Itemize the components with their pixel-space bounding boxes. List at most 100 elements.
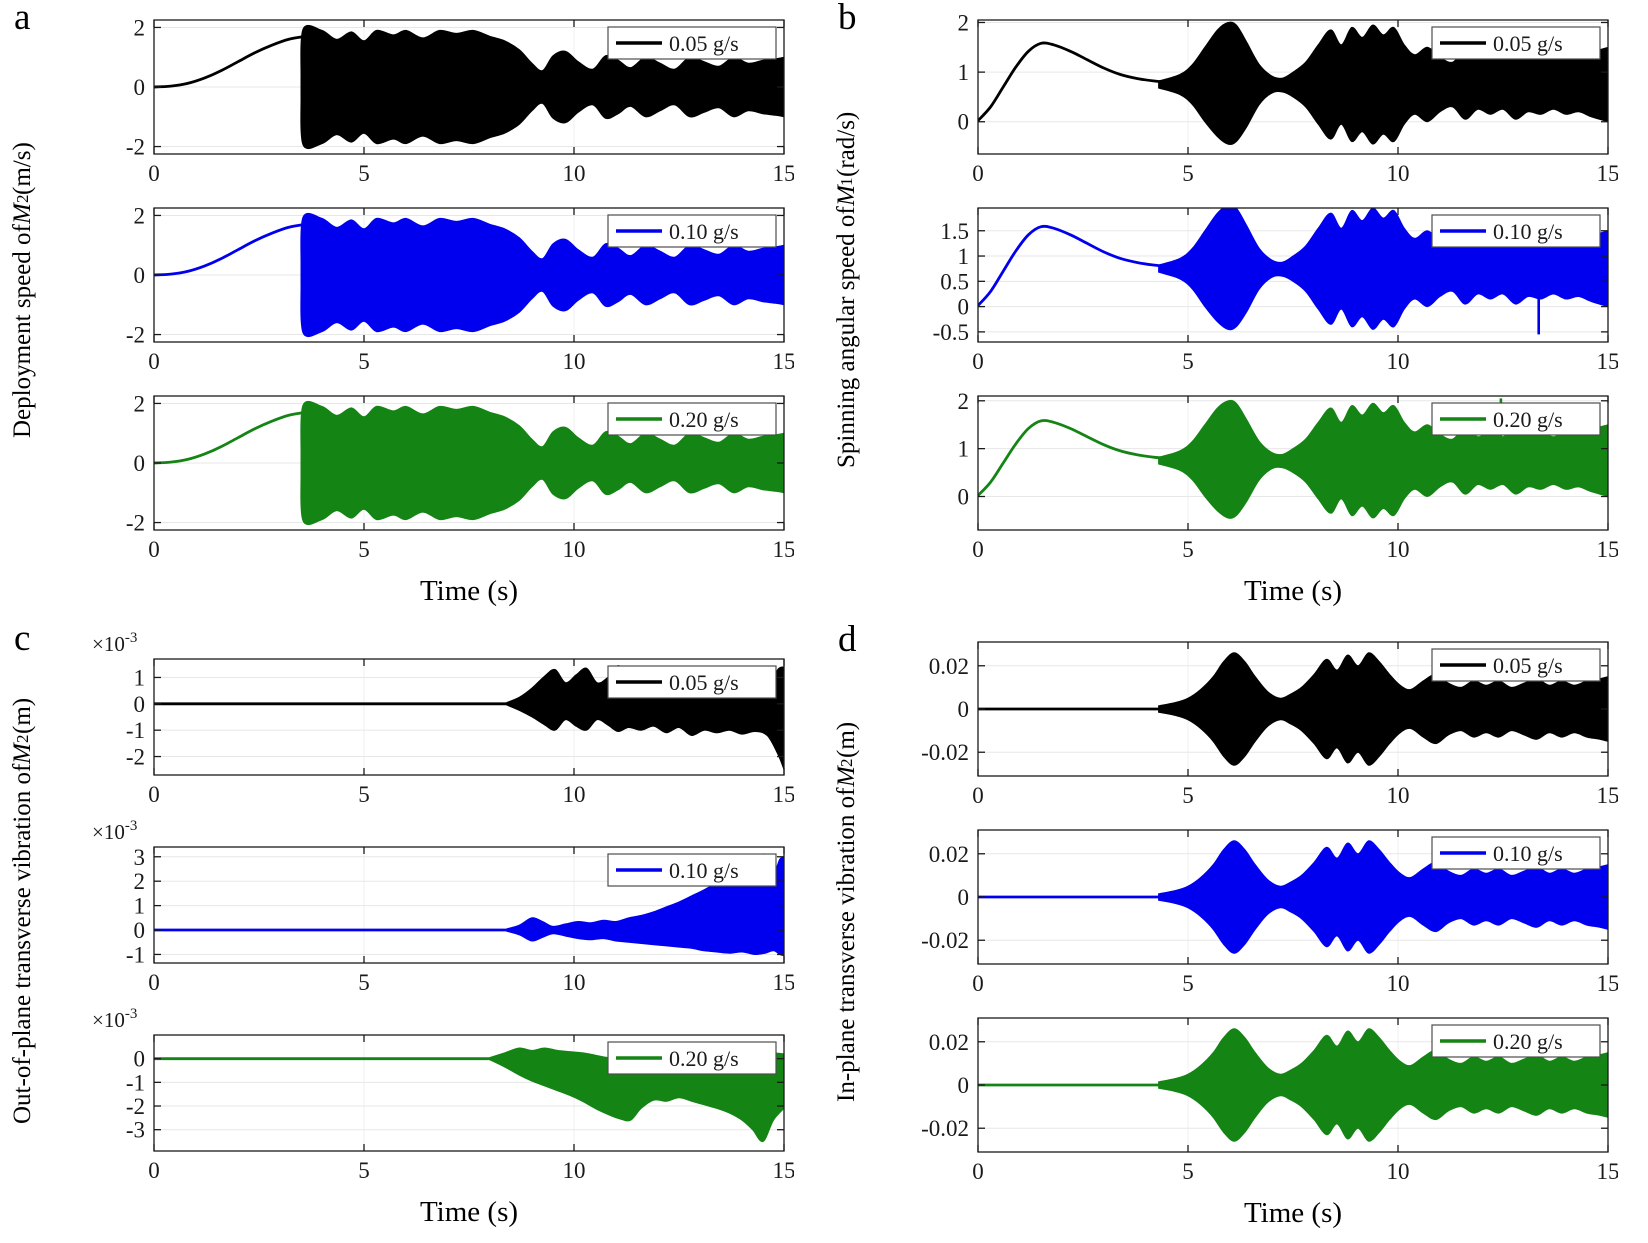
svg-text:15: 15 — [1597, 1159, 1619, 1184]
svg-text:0.02: 0.02 — [929, 654, 969, 679]
svg-text:-0.02: -0.02 — [921, 740, 969, 765]
svg-text:0: 0 — [134, 451, 146, 476]
svg-text:15: 15 — [773, 970, 795, 995]
svg-text:5: 5 — [358, 349, 370, 374]
panel-c: c Out-of-plane transverse vibration of M… — [0, 618, 824, 1242]
svg-text:-0.02: -0.02 — [921, 1116, 969, 1141]
legend-a1: 0.05 g/s — [607, 26, 777, 60]
legend-label: 0.20 g/s — [1493, 1029, 1563, 1054]
legend-b1: 0.05 g/s — [1431, 26, 1601, 60]
legend-c1: 0.05 g/s — [607, 665, 777, 699]
svg-text:0: 0 — [134, 1047, 146, 1072]
svg-text:15: 15 — [773, 161, 795, 186]
subplot-b3: 0 5 10 15 0 1 2 0.20 g/s — [958, 389, 1619, 562]
svg-text:-2: -2 — [126, 323, 145, 348]
legend-c3: 0.20 g/s — [607, 1041, 777, 1075]
svg-text:0: 0 — [148, 537, 160, 562]
svg-text:10: 10 — [1387, 783, 1410, 808]
subplot-stack-a: 0 5 10 15 -2 0 2 0.05 g/s 0 5 10 15 -2 0 2 0.10 g/s 0 5 10… — [58, 8, 794, 572]
svg-text:2: 2 — [134, 391, 146, 416]
svg-text:5: 5 — [358, 970, 370, 995]
svg-text:5: 5 — [358, 782, 370, 807]
series-010gs — [978, 208, 1608, 335]
legend-label: 0.05 g/s — [669, 31, 739, 56]
svg-text:15: 15 — [773, 1158, 795, 1183]
svg-text:0: 0 — [958, 295, 970, 320]
legend-label: 0.10 g/s — [669, 219, 739, 244]
svg-text:-3: -3 — [126, 1118, 145, 1143]
legend-label: 0.10 g/s — [1493, 219, 1563, 244]
svg-text:-0.5: -0.5 — [933, 320, 969, 345]
svg-text:2: 2 — [958, 10, 970, 35]
svg-text:5: 5 — [1182, 971, 1194, 996]
svg-text:10: 10 — [563, 1158, 586, 1183]
legend-label: 0.20 g/s — [669, 407, 739, 432]
legend-a3: 0.20 g/s — [607, 402, 777, 436]
svg-text:-0.02: -0.02 — [921, 928, 969, 953]
svg-text:5: 5 — [1182, 349, 1194, 374]
svg-text:-1: -1 — [126, 718, 145, 743]
svg-text:0: 0 — [972, 1159, 984, 1184]
legend-label: 0.20 g/s — [1493, 407, 1563, 432]
svg-text:0: 0 — [958, 1073, 970, 1098]
legend-a2: 0.10 g/s — [607, 214, 777, 248]
svg-text:0: 0 — [148, 349, 160, 374]
svg-text:2: 2 — [134, 203, 146, 228]
legend-c2: 0.10 g/s — [607, 853, 777, 887]
svg-text:0.02: 0.02 — [929, 1030, 969, 1055]
axis-multiplier-label: ×10-3 — [92, 818, 137, 844]
svg-text:-1: -1 — [126, 1070, 145, 1095]
svg-text:10: 10 — [1387, 161, 1410, 186]
svg-text:5: 5 — [1182, 783, 1194, 808]
series-005gs — [978, 21, 1608, 145]
legend-label: 0.20 g/s — [669, 1046, 739, 1071]
svg-text:0.02: 0.02 — [929, 842, 969, 867]
svg-text:0: 0 — [148, 782, 160, 807]
legend-label: 0.05 g/s — [1493, 31, 1563, 56]
svg-text:5: 5 — [1182, 161, 1194, 186]
series-005gs — [978, 652, 1608, 766]
x-axis-label-d: Time (s) — [1243, 1197, 1343, 1229]
svg-text:15: 15 — [1597, 349, 1619, 374]
legend-b2: 0.10 g/s — [1431, 214, 1601, 248]
subplot-b1: 0 5 10 15 0 1 2 0.05 g/s — [958, 10, 1619, 186]
svg-text:10: 10 — [1387, 971, 1410, 996]
legend-b3: 0.20 g/s — [1431, 402, 1601, 436]
svg-text:10: 10 — [563, 782, 586, 807]
subplot-stack-c: 0 5 10 15 -2 -1 0 1 ×10-3 0.05 g/s 0 5 10 15 -1 0 1 2 3 ×10… — [58, 629, 794, 1193]
svg-text:0: 0 — [958, 885, 970, 910]
subplot-c3: 0 5 10 15-3-2-10×10-30.20 g/s — [92, 1006, 795, 1183]
x-axis-label-c: Time (s) — [419, 1196, 519, 1228]
x-axis-label-a: Time (s) — [419, 575, 519, 607]
svg-text:5: 5 — [358, 1158, 370, 1183]
svg-text:2: 2 — [134, 869, 146, 894]
svg-text:0: 0 — [134, 75, 146, 100]
legend-d3: 0.20 g/s — [1431, 1024, 1601, 1058]
svg-text:10: 10 — [563, 537, 586, 562]
svg-text:0: 0 — [148, 970, 160, 995]
series-005gs — [154, 24, 784, 150]
legend-d2: 0.10 g/s — [1431, 836, 1601, 870]
legend-label: 0.10 g/s — [1493, 841, 1563, 866]
svg-text:0: 0 — [134, 918, 146, 943]
svg-text:0.5: 0.5 — [940, 269, 969, 294]
axis-multiplier-label: ×10-3 — [92, 630, 137, 656]
svg-text:0: 0 — [972, 537, 984, 562]
svg-text:0: 0 — [134, 263, 146, 288]
svg-text:15: 15 — [773, 537, 795, 562]
legend-label: 0.05 g/s — [669, 670, 739, 695]
svg-text:10: 10 — [563, 161, 586, 186]
subplot-stack-d: 0 5 10 15 -0.02 0 0.02 0.05 g/s 0 5 10 15 -0.02 0 0.02… — [882, 630, 1618, 1194]
svg-text:0: 0 — [958, 485, 970, 510]
x-axis-label-b: Time (s) — [1243, 575, 1343, 607]
svg-text:0: 0 — [134, 692, 146, 717]
